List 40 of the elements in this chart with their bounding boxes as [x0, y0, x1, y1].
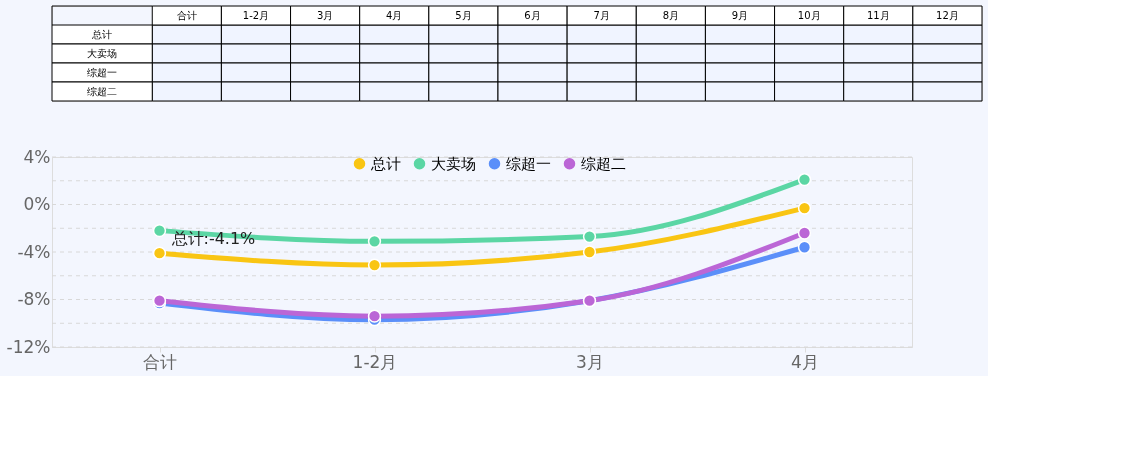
- x-tick-label: 12月: [936, 9, 959, 21]
- point: [152, 223, 167, 238]
- x-tick-label: 9月: [731, 9, 749, 21]
- y-tick-label: 大卖场: [87, 47, 118, 59]
- y-tick-label: 4%: [23, 146, 51, 167]
- x-tick-label: 1-2月: [352, 351, 398, 372]
- x-tick-label: 7月: [593, 9, 610, 21]
- legend-label: 综超二: [581, 154, 626, 173]
- point: [797, 172, 812, 187]
- x-tick-label: 6月: [524, 9, 541, 21]
- x-tick-label: 合计: [176, 9, 197, 21]
- y-tick-label: 0%: [23, 194, 51, 214]
- point: [582, 245, 597, 259]
- x-tick-label: 3月: [316, 9, 334, 21]
- legend-label: 大卖场: [431, 154, 476, 173]
- point: [582, 229, 597, 244]
- y-tick-label: -4%: [17, 241, 51, 262]
- y-tick-label: 综超二: [87, 85, 118, 97]
- x-tick-label: 4月: [386, 9, 403, 21]
- point: [367, 309, 382, 323]
- x-tick-label: 1-2月: [242, 9, 270, 21]
- point: [797, 240, 812, 254]
- point: [797, 201, 812, 215]
- y-tick-label: -8%: [17, 289, 51, 309]
- y-tick-label: 总计: [91, 28, 113, 40]
- x-tick-label: 5月: [455, 9, 472, 21]
- point: [797, 226, 812, 240]
- y-tick-label: -12%: [6, 336, 51, 357]
- legend-label: 总计: [370, 154, 401, 173]
- x-tick-label: 合计: [143, 351, 177, 372]
- x-tick-label: 10月: [797, 9, 821, 21]
- x-tick-label: 3月: [576, 351, 604, 372]
- point: [367, 234, 382, 248]
- x-tick-label: 8月: [662, 9, 680, 21]
- point: [367, 258, 382, 272]
- x-tick-label: 11月: [866, 9, 890, 21]
- x-tick-label: 4月: [791, 351, 819, 372]
- legend-label: 综超一: [506, 154, 551, 173]
- point: [152, 246, 167, 260]
- y-tick-label: 综超一: [87, 66, 118, 78]
